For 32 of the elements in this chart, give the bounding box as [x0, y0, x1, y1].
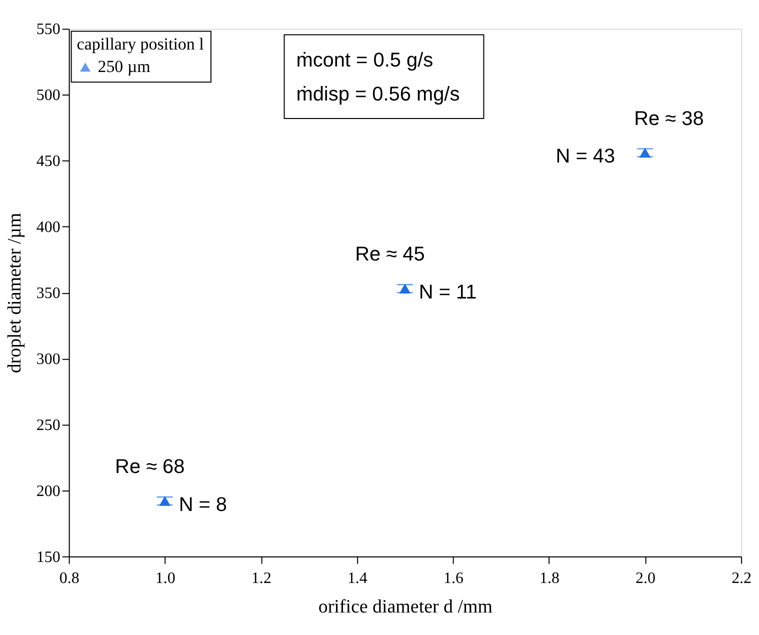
- y-tick-label: 350: [36, 285, 60, 302]
- y-tick-label: 450: [36, 153, 60, 170]
- legend-label: 250 µm: [98, 57, 150, 76]
- annotation: N = 11: [418, 282, 477, 304]
- x-tick-label: 0.8: [59, 570, 80, 587]
- x-tick-label: 1.2: [251, 570, 272, 587]
- y-tick-label: 500: [36, 87, 60, 104]
- point: [639, 148, 651, 158]
- x-axis-title: orifice diameter d /mm: [318, 596, 493, 618]
- point: [159, 496, 171, 506]
- x-tick-label: 1.0: [155, 570, 176, 587]
- annotation: Re ≈ 38: [634, 108, 704, 130]
- point: [399, 284, 411, 294]
- annotation: Re ≈ 68: [115, 456, 185, 478]
- x-tick-label: 1.4: [347, 570, 368, 587]
- y-tick-label: 250: [36, 416, 60, 434]
- annotation: ṁdisp = 0.56 mg/s: [296, 84, 460, 106]
- y-axis-title: droplet diameter /µm: [4, 212, 26, 374]
- annotation: ṁcont = 0.5 g/s: [296, 50, 434, 72]
- x-tick-label: 2.0: [636, 570, 656, 587]
- y-tick-label: 400: [36, 219, 60, 236]
- y-tick-label: 150: [36, 548, 60, 566]
- legend-title: capillary position l: [76, 34, 204, 54]
- x-tick-label: 1.8: [540, 570, 560, 587]
- annotation: Re ≈ 45: [355, 244, 425, 266]
- x-tick-label: 1.6: [443, 570, 464, 587]
- y-tick-label: 550: [36, 21, 60, 38]
- x-tick-label: 2.2: [732, 570, 752, 587]
- y-tick-label: 200: [36, 482, 60, 500]
- y-tick-label: 300: [36, 350, 60, 368]
- annotation: N = 8: [178, 494, 228, 516]
- annotation: N = 43: [556, 146, 616, 168]
